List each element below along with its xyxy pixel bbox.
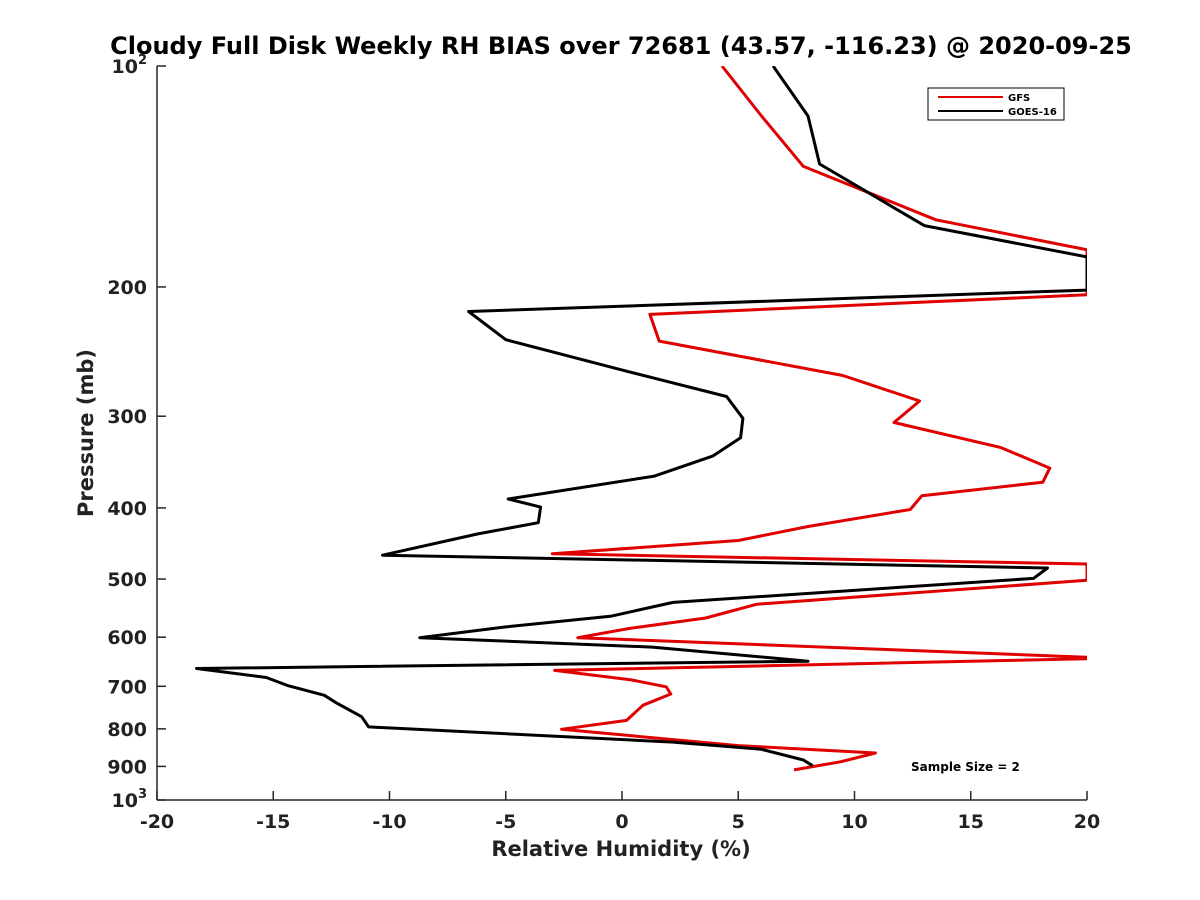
- y-tick-label: 500: [107, 569, 147, 591]
- y-axis-label: Pressure (mb): [74, 349, 98, 517]
- series-line-gfs: [550, 66, 1087, 772]
- y-ticks: 102 200 300 400 500 600 700 800 900 103: [107, 53, 166, 812]
- x-axis-label: Relative Humidity (%): [491, 837, 750, 861]
- x-tick-label: -15: [256, 811, 290, 833]
- x-tick-label: 5: [732, 811, 745, 833]
- x-tick-label: 0: [615, 811, 628, 833]
- y-tick-label: 900: [107, 756, 147, 778]
- x-tick-label: -20: [140, 811, 174, 833]
- legend-label-gfs: GFS: [1008, 93, 1030, 104]
- x-ticks: -20 -15 -10 -5 0 5 10 15 20: [140, 791, 1100, 833]
- y-tick-label: 300: [107, 406, 147, 428]
- y-tick-label: 600: [107, 627, 147, 649]
- sample-size-annotation: Sample Size = 2: [911, 760, 1020, 774]
- x-tick-label: 10: [841, 811, 867, 833]
- y-tick-label: 800: [107, 719, 147, 741]
- y-tick-label: 102: [112, 53, 148, 78]
- legend: GFS GOES-16: [927, 87, 1065, 121]
- y-tick-label: 103: [112, 787, 148, 812]
- series-layer: [195, 66, 1087, 772]
- legend-label-goes16: GOES-16: [1008, 107, 1057, 118]
- x-tick-label: 20: [1074, 811, 1100, 833]
- series-line-goes16: [195, 66, 1087, 767]
- legend-box: [927, 87, 1065, 121]
- chart-title: Cloudy Full Disk Weekly RH BIAS over 726…: [110, 32, 1132, 60]
- x-tick-label: -10: [372, 811, 406, 833]
- x-tick-label: -5: [495, 811, 516, 833]
- axes-layer: [156, 66, 1087, 801]
- y-tick-label: 200: [107, 277, 147, 299]
- y-tick-label: 400: [107, 498, 147, 520]
- y-tick-label: 700: [107, 676, 147, 698]
- x-tick-label: 15: [958, 811, 984, 833]
